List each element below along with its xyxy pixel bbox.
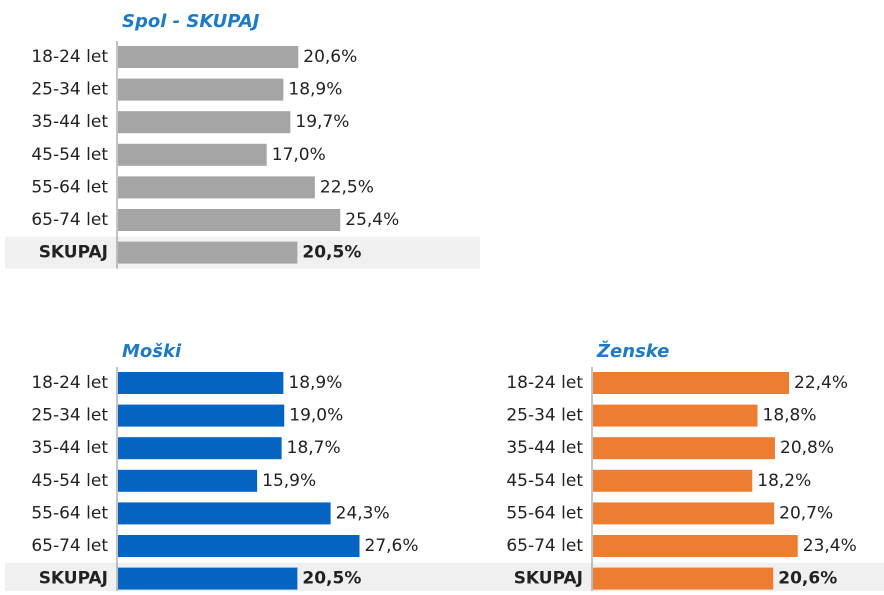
value-label: 24,3% [336,503,390,523]
bar [118,143,267,166]
bar [593,372,789,394]
value-label: 18,8% [763,406,817,426]
bar [593,567,774,590]
bar [593,404,758,427]
category-label: 65-74 let [506,536,583,556]
bar [118,567,298,590]
category-label: 25-34 let [506,406,583,426]
category-label: 45-54 let [31,471,108,491]
category-label: SKUPAJ [39,569,108,589]
category-label: 35-44 let [31,438,108,458]
category-label: 55-64 let [31,177,108,197]
value-label: 19,7% [295,112,349,132]
value-label: 20,8% [780,438,834,458]
value-label: 18,7% [287,438,341,458]
category-label: 25-34 let [31,80,108,100]
category-label: 25-34 let [31,406,108,426]
category-label: 18-24 let [31,373,108,393]
value-label: 15,9% [262,471,316,491]
value-label: 20,7% [779,503,833,523]
value-label: 22,5% [320,177,374,197]
bar [118,241,298,264]
category-label: SKUPAJ [39,243,108,263]
bar [118,78,284,101]
value-label: 18,9% [288,80,342,100]
value-label: 20,6% [778,569,837,589]
category-label: 65-74 let [31,536,108,556]
category-label: SKUPAJ [514,569,583,589]
bar [118,437,282,460]
category-label: 55-64 let [31,503,108,523]
value-label: 17,0% [272,145,326,165]
value-label: 18,9% [288,373,342,393]
bar [118,176,315,199]
value-label: 20,5% [302,569,361,589]
bar [118,502,331,525]
category-label: 35-44 let [506,438,583,458]
value-label: 22,4% [794,373,848,393]
chart-title: Spol - SKUPAJ [122,11,260,32]
bar [118,209,341,231]
category-label: 45-54 let [506,471,583,491]
bar [118,469,258,492]
value-label: 25,4% [345,210,399,230]
bar [118,372,284,394]
bar [118,535,360,557]
category-label: 55-64 let [506,503,583,523]
chart-title: Ženske [596,340,669,362]
value-label: 19,0% [289,406,343,426]
bar [593,437,775,460]
bar [118,46,299,68]
value-label: 18,2% [757,471,811,491]
value-label: 20,6% [303,47,357,67]
category-label: 18-24 let [31,47,108,67]
category-label: 45-54 let [31,145,108,165]
category-label: 18-24 let [506,373,583,393]
chart-title: Moški [122,341,182,362]
category-label: 65-74 let [31,210,108,230]
value-label: 27,6% [365,536,419,556]
bar [593,502,775,525]
value-label: 23,4% [803,536,857,556]
bar [118,404,285,427]
bar [593,535,798,557]
bar [593,469,753,492]
category-label: 35-44 let [31,112,108,132]
value-label: 20,5% [302,243,361,263]
bar [118,111,291,134]
